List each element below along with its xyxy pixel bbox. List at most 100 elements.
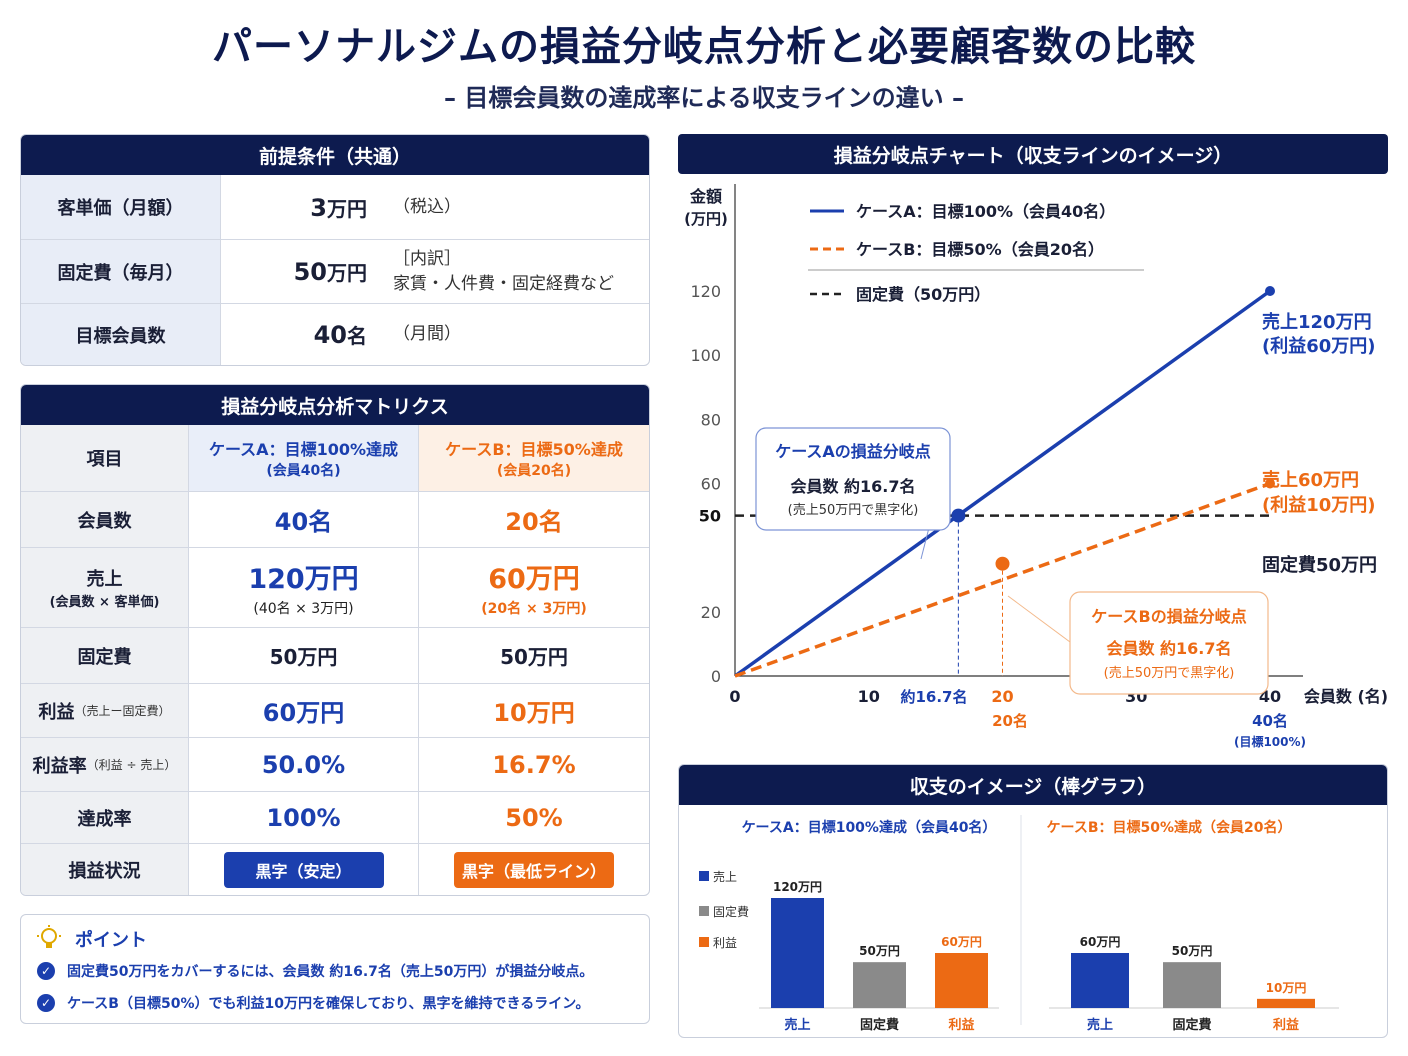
bar-category-label: 固定費 <box>860 1017 899 1033</box>
breakeven-chart-heading: 損益分岐点チャート（収支ラインのイメージ） <box>678 134 1388 174</box>
legend-label-b: ケースB：目標50%（会員20名） <box>856 240 1104 259</box>
row-label: 利益 <box>38 701 75 723</box>
point-title: ポイント <box>75 930 147 951</box>
callout-a-line1: 会員数 約16.7名 <box>790 477 915 496</box>
matrix-row-fixed: 固定費 50万円 50万円 <box>21 627 649 683</box>
point-box: ポイント ✓ 固定費50万円をカバーするには、会員数 約16.7名（売上50万円… <box>20 914 650 1024</box>
bar <box>1071 953 1129 1008</box>
premise-note: ［内訳］ <box>393 248 461 269</box>
point-text: 固定費50万円をカバーするには、会員数 約16.7名（売上50万円）が損益分岐点… <box>67 964 594 980</box>
matrix-row-achieve: 達成率 100% 50% <box>21 791 649 843</box>
cell-a: 40名 <box>189 492 419 547</box>
cell-a: 120万円 <box>248 564 359 595</box>
row-label: 損益状況 <box>21 844 189 895</box>
premise-panel: 前提条件（共通） 客単価（月額） 3万円 （税込） 固定費（毎月） 50万円 ［… <box>20 134 650 366</box>
bar-category-label: 固定費 <box>1172 1017 1211 1033</box>
x-end-sublabel: (目標100%) <box>1234 734 1306 749</box>
legend-label-profit: 利益 <box>713 936 737 950</box>
series-b-line <box>734 481 1271 678</box>
x-end-label: 40名 <box>1252 712 1288 730</box>
bar-value-label: 10万円 <box>1266 981 1307 995</box>
group-a-title: ケースA：目標100%達成（会員40名） <box>742 819 997 836</box>
bar-value-label: 50万円 <box>1172 944 1213 958</box>
cell-a: 50.0% <box>189 738 419 791</box>
callout-b-line2: (売上50万円で黒字化) <box>1104 665 1235 681</box>
cell-b: 60万円 <box>488 564 580 595</box>
page-title: パーソナルジムの損益分岐点分析と必要顧客数の比較 <box>212 24 1196 70</box>
premise-unit: 名 <box>347 324 367 348</box>
callout-b-line1: 会員数 約16.7名 <box>1106 639 1231 658</box>
x-marker-a: 約16.7名 <box>900 688 967 706</box>
matrix-panel: 損益分岐点分析マトリクス 項目 ケースA：目標100%達成 (会員40名) ケー… <box>20 384 650 896</box>
premise-heading: 前提条件（共通） <box>21 135 649 175</box>
bar-category-label: 売上 <box>784 1017 810 1033</box>
cell-b: 16.7% <box>492 750 576 779</box>
point-text: ケースB（目標50%）でも利益10万円を確保しており、黒字を維持できるライン。 <box>67 996 590 1012</box>
legend-label-fixed: 固定費（50万円） <box>856 285 990 304</box>
callout-a-title: ケースAの損益分岐点 <box>775 442 931 461</box>
series-b-end-point <box>1265 478 1275 489</box>
cell-a-sub: (40名 × 3万円) <box>253 601 354 617</box>
bar-legend: 売上 固定費 利益 <box>699 869 749 950</box>
legend-label-fixed: 固定費 <box>713 904 749 919</box>
y-axis-unit: (万円) <box>684 210 728 228</box>
group-b-title: ケースB：目標50%達成（会員20名） <box>1047 819 1292 836</box>
callout-a-line2: (売上50万円で黒字化) <box>788 502 919 518</box>
cell-b: 10万円 <box>493 699 575 727</box>
x-tick-label: 0 <box>729 687 740 706</box>
x-tick-label: 20 <box>991 687 1013 706</box>
lightbulb-icon <box>37 925 61 948</box>
row-label: 利益率 <box>32 755 87 777</box>
premise-unit: 万円 <box>327 196 367 221</box>
premise-row-target: 目標会員数 40名 （月間） <box>21 303 649 365</box>
row-label-sub: (会員数 × 客単価) <box>49 595 160 610</box>
matrix-row-status: 損益状況 黒字（安定） 黒字（最低ライン） <box>21 843 649 895</box>
y-tick-label: 100 <box>690 346 721 365</box>
bar-category-label: 利益 <box>1273 1017 1299 1033</box>
premise-note: （税込） <box>393 196 461 217</box>
y-tick-label: 50 <box>699 507 721 526</box>
callout-b-pointer <box>1007 595 1071 643</box>
matrix-col-a: ケースA：目標100%達成 <box>208 440 398 459</box>
matrix-col-item: 項目 <box>21 425 189 491</box>
series-a-end-sublabel: (利益60万円) <box>1262 335 1376 357</box>
check-icon: ✓ <box>37 962 55 980</box>
x-axis-label: 会員数 (名) <box>1304 687 1388 706</box>
y-tick-label: 0 <box>711 667 721 686</box>
row-label-note: （売上ー固定費） <box>74 704 171 718</box>
x-tick-label: 10 <box>858 687 880 706</box>
premise-table: 客単価（月額） 3万円 （税込） 固定費（毎月） 50万円 ［内訳］ 家賃・人件… <box>21 175 649 365</box>
premise-value: 3 <box>310 193 327 222</box>
matrix-row-profit: 利益 （売上ー固定費） 60万円 10万円 <box>21 683 649 737</box>
bar-value-label: 60万円 <box>941 935 982 949</box>
bar <box>771 898 824 1008</box>
bar <box>935 953 988 1008</box>
matrix-col-a-sub: (会員40名) <box>266 463 341 479</box>
x-tick-group: 0 10 20 30 40 <box>729 687 1281 706</box>
premise-label: 固定費（毎月） <box>21 240 221 303</box>
cell-a: 60万円 <box>189 684 419 737</box>
series-a-end-label: 売上120万円 <box>1262 311 1372 333</box>
cell-b-sub: (20名 × 3万円) <box>481 601 587 617</box>
bar-value-label: 120万円 <box>773 880 822 894</box>
series-b-end-label: 売上60万円 <box>1262 469 1359 491</box>
matrix-col-b: ケースB：目標50%達成 <box>445 440 623 459</box>
x-marker-b-sub: 20名 <box>992 712 1028 730</box>
cell-b: 20名 <box>505 508 563 536</box>
bar-chart-heading: 収支のイメージ（棒グラフ） <box>679 765 1387 805</box>
breakeven-b-point <box>995 556 1010 571</box>
bar-category-label: 利益 <box>948 1017 974 1033</box>
legend-swatch-sales <box>699 871 709 881</box>
y-tick-group: 0 20 50 60 80 100 120 <box>690 282 721 686</box>
y-tick-label: 120 <box>690 282 721 301</box>
cell-a: 50万円 <box>189 628 419 683</box>
series-b-end-sublabel: (利益10万円) <box>1262 494 1376 516</box>
callout-a-box <box>755 427 951 531</box>
row-label: 売上 <box>86 569 123 590</box>
callout-b-title: ケースBの損益分岐点 <box>1091 607 1246 626</box>
matrix-col-b-sub: (会員20名) <box>496 463 572 479</box>
row-label: 固定費 <box>21 628 189 683</box>
status-badge-a: 黒字（安定） <box>223 851 384 888</box>
